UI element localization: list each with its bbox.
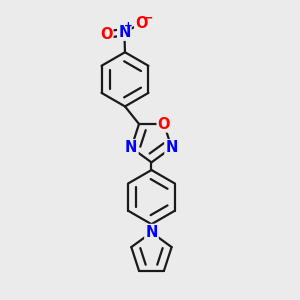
Text: O: O: [135, 16, 148, 31]
Text: N: N: [145, 225, 158, 240]
Text: −: −: [143, 12, 153, 25]
Text: N: N: [118, 25, 130, 40]
Text: N: N: [165, 140, 178, 155]
Text: O: O: [100, 27, 112, 42]
Text: +: +: [124, 21, 133, 31]
Text: O: O: [158, 116, 170, 131]
Text: N: N: [125, 140, 137, 155]
